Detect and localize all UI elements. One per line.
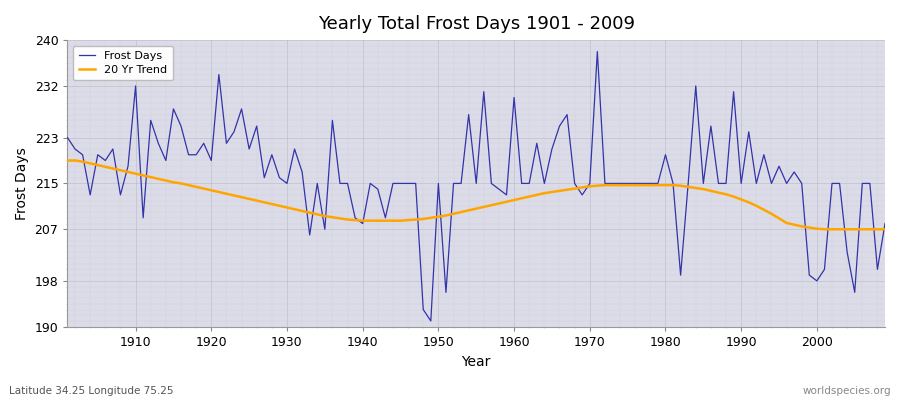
Text: Latitude 34.25 Longitude 75.25: Latitude 34.25 Longitude 75.25 bbox=[9, 386, 174, 396]
Frost Days bbox=[335, 181, 346, 186]
Frost Days bbox=[879, 221, 890, 226]
20 Yr Trend bbox=[62, 158, 73, 163]
20 Yr Trend bbox=[599, 183, 610, 188]
20 Yr Trend bbox=[879, 227, 890, 232]
Frost Days bbox=[508, 95, 519, 100]
20 Yr Trend bbox=[289, 207, 300, 212]
20 Yr Trend bbox=[508, 198, 519, 202]
Line: Frost Days: Frost Days bbox=[68, 52, 885, 321]
Frost Days bbox=[122, 164, 133, 169]
20 Yr Trend bbox=[501, 199, 512, 204]
Frost Days bbox=[592, 49, 603, 54]
Legend: Frost Days, 20 Yr Trend: Frost Days, 20 Yr Trend bbox=[73, 46, 173, 80]
Frost Days bbox=[289, 147, 300, 152]
Text: worldspecies.org: worldspecies.org bbox=[803, 386, 891, 396]
Title: Yearly Total Frost Days 1901 - 2009: Yearly Total Frost Days 1901 - 2009 bbox=[318, 15, 634, 33]
20 Yr Trend bbox=[122, 170, 133, 174]
Frost Days bbox=[426, 318, 436, 323]
Y-axis label: Frost Days: Frost Days bbox=[15, 147, 29, 220]
20 Yr Trend bbox=[335, 216, 346, 221]
20 Yr Trend bbox=[819, 227, 830, 232]
Frost Days bbox=[517, 181, 527, 186]
Frost Days bbox=[615, 181, 626, 186]
X-axis label: Year: Year bbox=[462, 355, 490, 369]
Line: 20 Yr Trend: 20 Yr Trend bbox=[68, 160, 885, 229]
Frost Days bbox=[62, 135, 73, 140]
